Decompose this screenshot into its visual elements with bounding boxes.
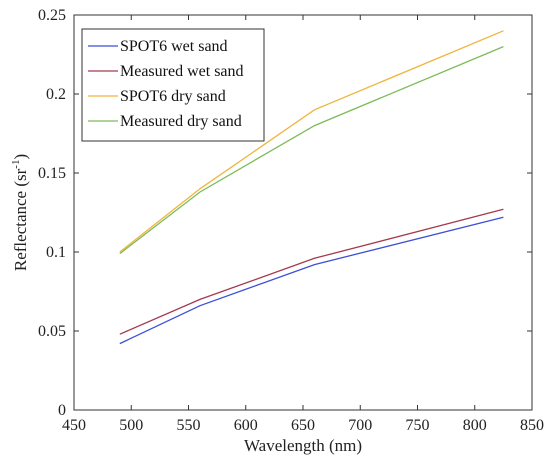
x-tick-label: 550 [177,417,201,434]
y-axis-label: Reflectance (sr-1) [10,154,30,271]
legend-label: Measured dry sand [120,113,242,130]
x-tick-label: 800 [463,417,487,434]
x-axis-label: Wavelength (nm) [244,436,362,455]
series-lines [119,30,504,345]
legend-label: SPOT6 dry sand [120,88,226,105]
legend-label: Measured wet sand [120,63,244,80]
x-tick-label: 500 [119,417,143,434]
y-tick-label: 0 [58,402,66,419]
legend-box [81,28,265,142]
x-tick-label: 700 [348,417,372,434]
legend: SPOT6 wet sand Measured wet sand SPOT6 dry… [81,28,265,142]
y-axis-label-superscript: -1 [10,160,22,169]
y-tick-label: 0.1 [46,244,66,261]
series-line-spot6-dry-sand [119,30,504,253]
x-axis: 450 500 550 600 650 700 750 800 850 [62,15,544,434]
x-tick-label: 650 [291,417,315,434]
y-axis-label-close: ) [11,154,30,160]
x-tick-label: 850 [520,417,544,434]
x-tick-label: 450 [62,417,86,434]
y-tick-label: 0.2 [46,86,66,103]
y-axis: 0 0.05 0.1 0.15 0.2 0.25 [38,7,532,419]
legend-label: SPOT6 wet sand [120,38,228,55]
series-line-spot6-wet-sand [119,216,504,345]
y-tick-label: 0.05 [38,323,66,340]
x-tick-label: 600 [234,417,258,434]
y-tick-label: 0.15 [38,165,66,182]
x-tick-label: 750 [406,417,430,434]
series-line-measured-wet-sand [119,208,504,335]
y-tick-label: 0.25 [38,7,66,24]
series-line-measured-dry-sand [119,46,504,255]
y-axis-label-main: Reflectance (sr [11,168,30,271]
